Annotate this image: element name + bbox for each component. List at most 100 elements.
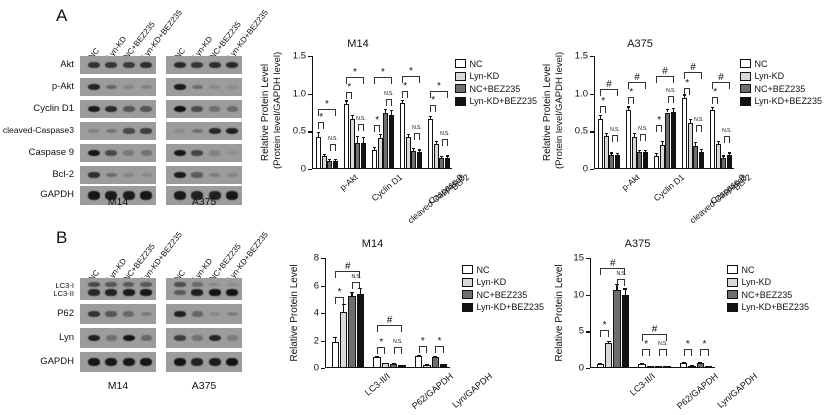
chart-bar: [687, 123, 693, 169]
legend-item[interactable]: NC+BEZ235: [462, 289, 544, 300]
bracket-line: [600, 268, 626, 270]
bracket-line: [712, 97, 719, 99]
blot-row-label: Cyclin D1: [33, 103, 74, 114]
significance-bracket: [441, 138, 448, 146]
chart-title: M14: [347, 38, 369, 50]
legend-item[interactable]: NC: [727, 264, 809, 275]
blot-band: [105, 61, 118, 69]
chart-error-cap: [644, 150, 648, 152]
chart-error-bar: [717, 141, 719, 145]
bracket-leg-left: [616, 279, 618, 287]
blot-band: [191, 149, 204, 157]
chart-error-bar: [385, 108, 387, 114]
bracket-line: [700, 348, 709, 350]
bracket-leg-left: [611, 135, 613, 143]
blot-band: [87, 358, 100, 366]
legend-item[interactable]: Lyn-KD+BEZ235: [740, 96, 822, 107]
legend-label: Lyn-KD: [754, 71, 785, 81]
x-axis-tick-label: Lyn/GAPDH: [715, 371, 760, 410]
bracket-leg-left: [600, 329, 602, 337]
significance-bracket: [335, 297, 344, 305]
legend-item[interactable]: NC: [462, 264, 544, 275]
bracket-leg-left: [393, 346, 395, 354]
blot-band: [123, 84, 135, 90]
bracket-leg-left: [712, 97, 714, 105]
blot-band: [140, 358, 153, 366]
chart-error-cap: [440, 156, 444, 158]
blot-row-label: Caspase 9: [28, 147, 74, 158]
legend-item[interactable]: Lyn-KD+BEZ235: [455, 96, 537, 107]
blot-band: [140, 128, 153, 134]
bracket-leg-right: [691, 348, 692, 356]
blot-band: [140, 282, 153, 287]
legend-panel-a-m14: NC Lyn-KD NC+BEZ235 Lyn-KD+BEZ235: [455, 58, 537, 108]
blot-band: [226, 335, 238, 341]
blot-band: [208, 334, 221, 342]
chart-error-cap: [316, 132, 320, 134]
chart-bar: [361, 142, 367, 169]
bracket-line: [667, 95, 674, 97]
chart-error-bar: [701, 148, 703, 152]
blot-band: [173, 191, 186, 200]
blot-gel-strip: [80, 328, 156, 348]
blot-band: [191, 105, 204, 113]
chart-bar: [439, 158, 445, 169]
bracket-line: [712, 81, 730, 83]
significance-marker: *: [657, 115, 662, 127]
legend-item[interactable]: Lyn-KD: [727, 277, 809, 288]
significance-marker: N.S.: [722, 127, 732, 134]
legend-item[interactable]: NC: [455, 58, 537, 69]
chart-error-bar: [363, 136, 365, 143]
legend-item[interactable]: NC+BEZ235: [740, 83, 822, 94]
chart-error-cap: [416, 355, 421, 357]
blot-band: [105, 311, 118, 317]
chart-y-axis-sublabel: (Protein level/GAPDH level): [554, 51, 565, 169]
legend-item[interactable]: Lyn-KD+BEZ235: [727, 302, 809, 313]
bracket-line: [374, 77, 392, 79]
legend-item[interactable]: NC+BEZ235: [455, 83, 537, 94]
chart-error-cap: [706, 366, 711, 368]
chart-error-cap: [391, 363, 396, 365]
legend-item[interactable]: Lyn-KD+BEZ235: [462, 302, 544, 313]
blot-band: [226, 61, 239, 69]
y-axis-tick: [321, 340, 325, 342]
chart-bar: [679, 362, 688, 368]
blot-cellline-label-right: A375: [191, 196, 217, 208]
chart-error-cap: [666, 108, 670, 110]
bracket-line: [402, 76, 420, 78]
blot-gel-strip: [80, 278, 156, 300]
legend-item[interactable]: Lyn-KD: [740, 71, 822, 82]
blot-band: [105, 172, 117, 178]
chart-error-cap: [682, 94, 686, 96]
blot-band: [123, 311, 135, 317]
legend-item[interactable]: Lyn-KD: [462, 277, 544, 288]
chart-bar: [371, 150, 377, 169]
y-axis-tick-label: 1.5: [292, 50, 306, 62]
legend-item[interactable]: NC+BEZ235: [727, 289, 809, 300]
significance-marker: *: [325, 98, 329, 110]
legend-item[interactable]: Lyn-KD: [455, 71, 537, 82]
legend-label: NC+BEZ235: [469, 83, 521, 94]
chart-bar: [343, 104, 349, 169]
chart-bar: [381, 363, 390, 368]
bracket-line: [642, 348, 651, 350]
significance-marker: #: [610, 258, 616, 270]
blot-gel-strip: [166, 78, 242, 96]
bracket-line: [418, 346, 427, 347]
chart-bar: [637, 152, 643, 169]
bracket-leg-right: [418, 132, 420, 140]
blot-band: [191, 128, 203, 134]
chart-bar: [613, 289, 621, 368]
blot-cellline-label-left: M14: [107, 380, 129, 392]
chart-error-cap: [372, 147, 376, 149]
bracket-line: [318, 122, 325, 124]
chart-error-cap: [656, 366, 661, 368]
bracket-line: [346, 92, 353, 94]
chart-error-cap: [616, 153, 620, 155]
blot-gel-strip: [80, 100, 156, 118]
bracket-leg-right: [384, 346, 386, 354]
bracket-line: [377, 325, 402, 327]
legend-item[interactable]: NC: [740, 58, 822, 69]
blot-band: [191, 289, 204, 296]
chart-panel-b-m14: M14 Relative Protein Level 0 2 4 6 8 * # N.S. * # N.…: [285, 238, 494, 411]
